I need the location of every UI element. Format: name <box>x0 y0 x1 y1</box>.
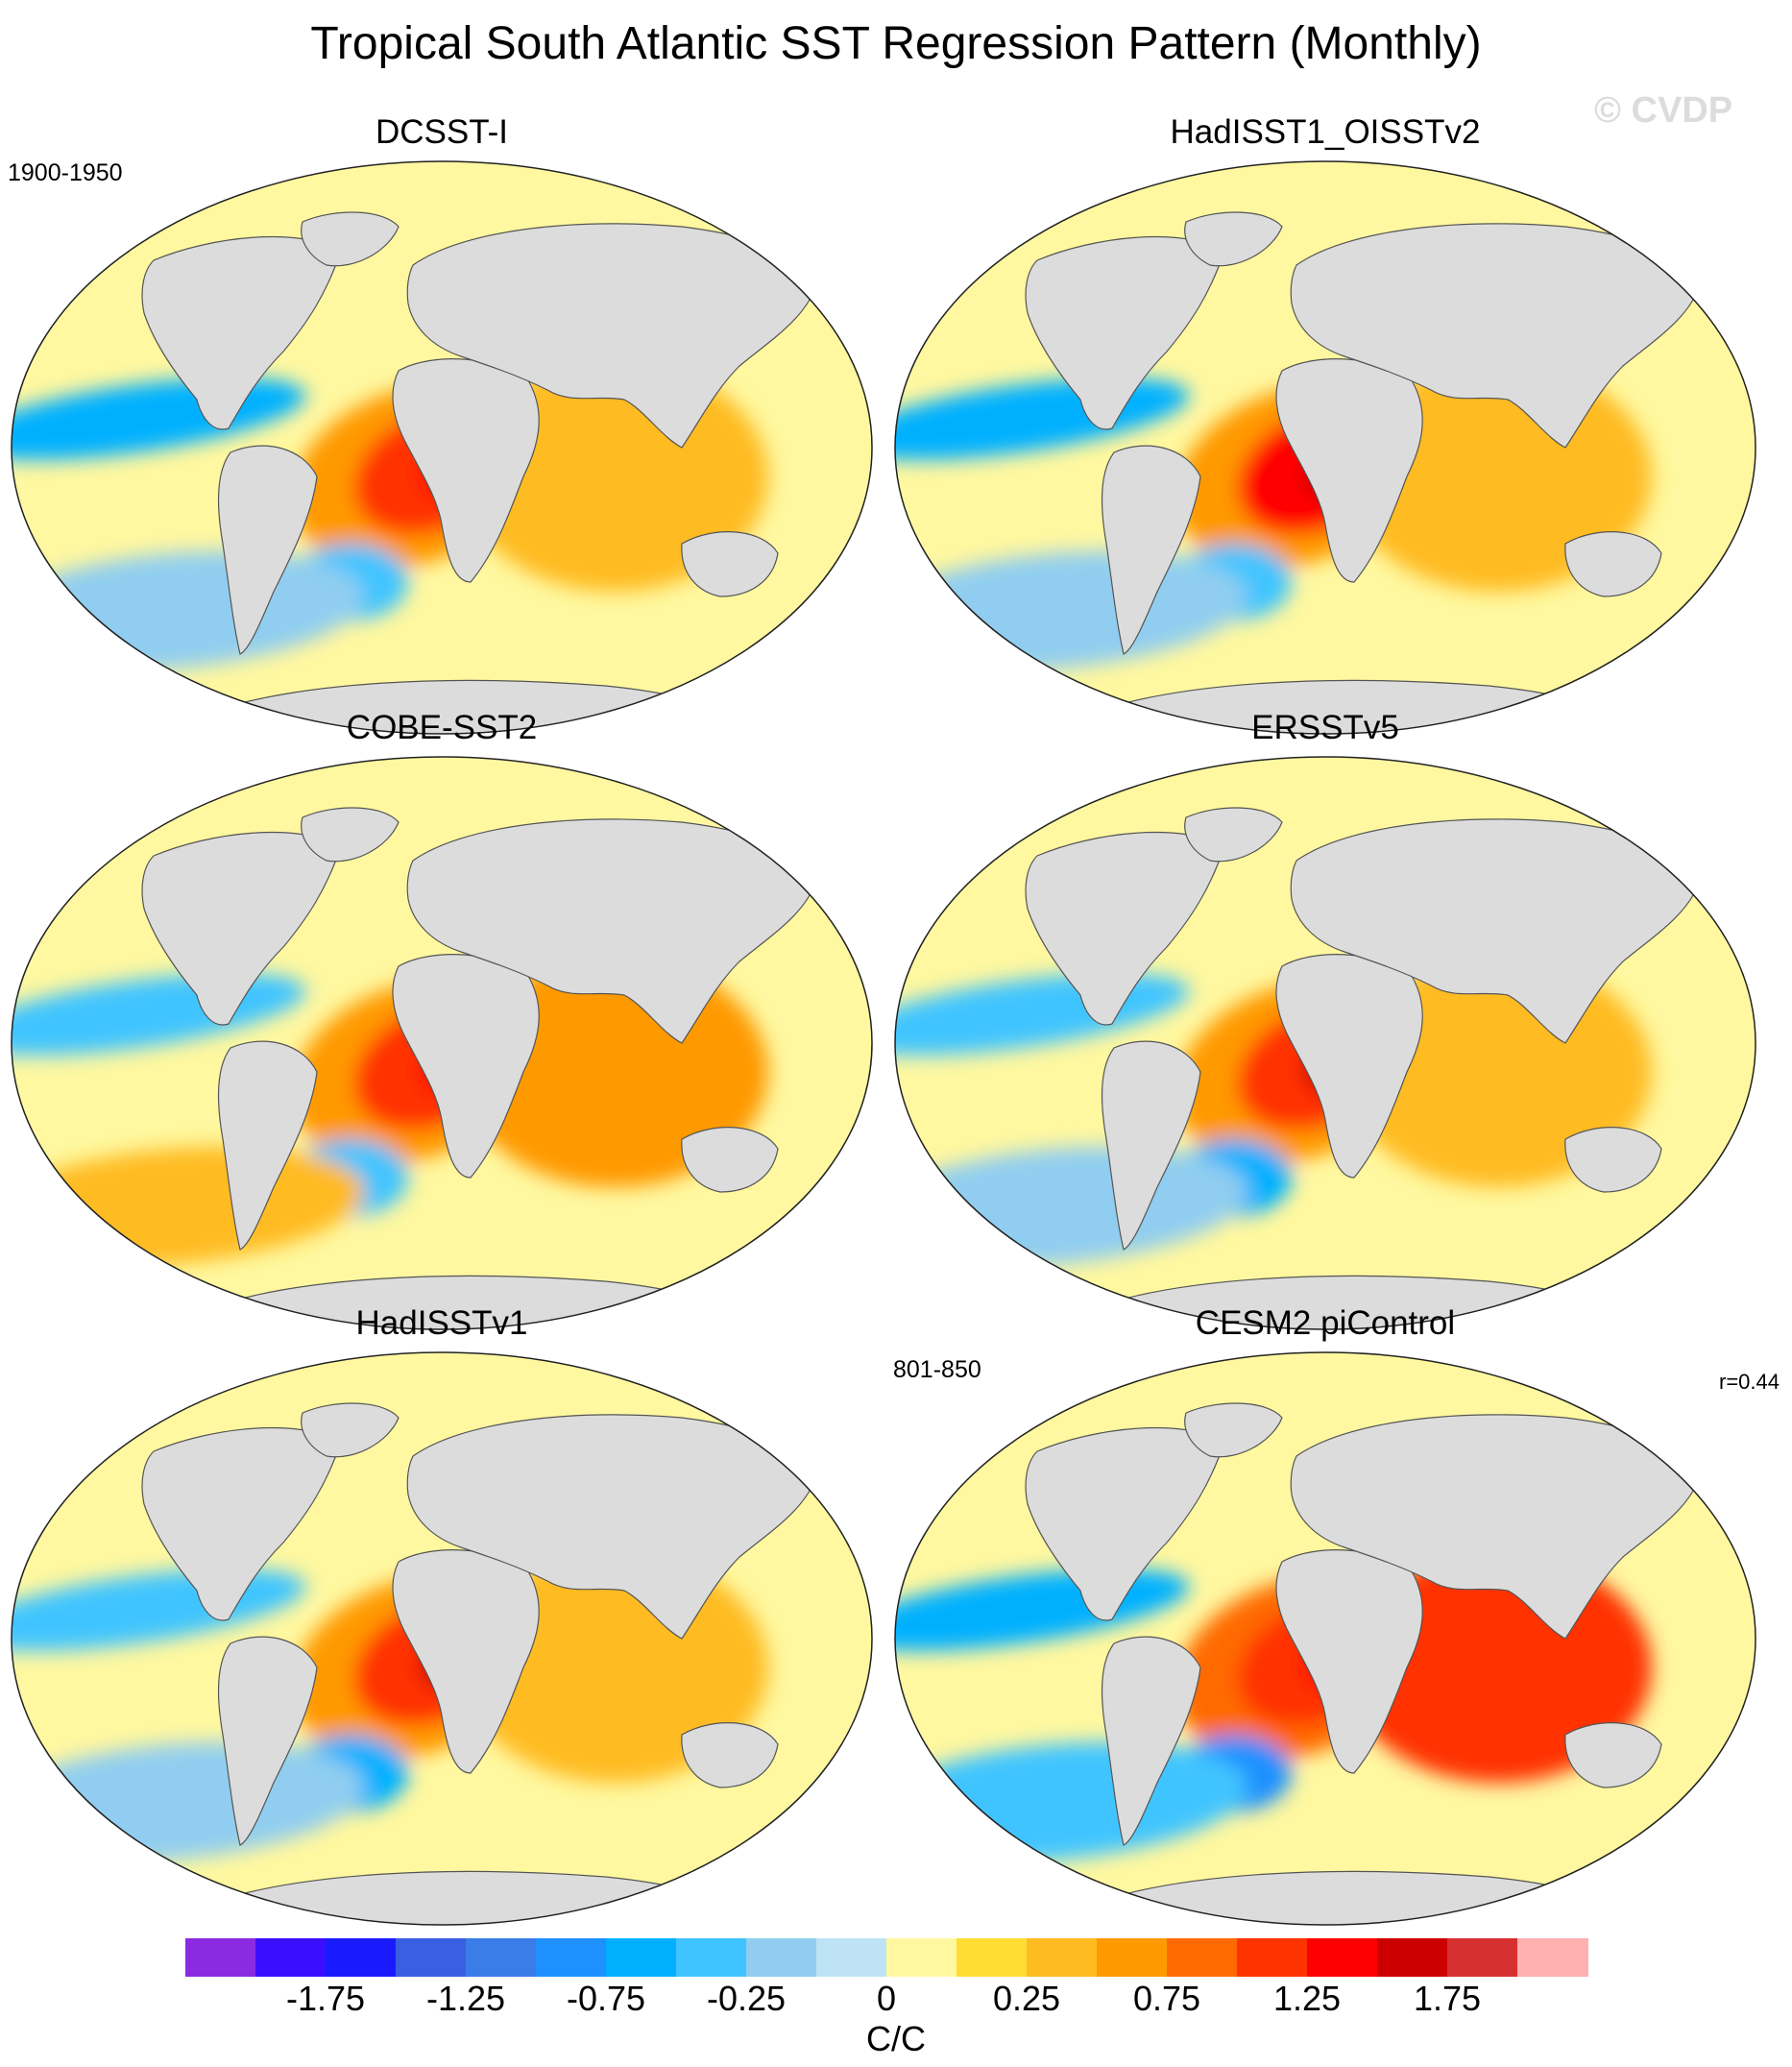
colorbar-tick-label: 1.25 <box>1272 1979 1342 2018</box>
colorbar-tick-label: 0.75 <box>1132 1979 1201 2018</box>
land-eurasia <box>406 1414 817 1640</box>
panel-title: DCSST-I <box>375 113 509 151</box>
land-greenland <box>301 1402 400 1458</box>
land-eurasia <box>406 223 817 449</box>
colorbar-cell <box>957 1938 1028 1977</box>
land-australia <box>681 1127 779 1193</box>
map-panel-2: HadISST1_OISSTv2 <box>893 113 1757 735</box>
colorbar-cell <box>676 1938 747 1977</box>
land-greenland <box>301 807 400 863</box>
globe-outline <box>11 160 873 735</box>
map-globe <box>894 160 1756 735</box>
colorbar-cell <box>1447 1938 1518 1977</box>
map-globe <box>894 1351 1756 1926</box>
land-greenland <box>1184 807 1283 863</box>
globe-outline <box>11 756 873 1330</box>
map-panel-3: COBE-SST2 <box>10 709 874 1330</box>
map-globe <box>11 160 873 735</box>
colorbar-cell <box>1517 1938 1588 1977</box>
land-australia <box>1564 1127 1662 1193</box>
colorbar-cell <box>536 1938 607 1977</box>
colorbar-cell <box>396 1938 467 1977</box>
colorbar-cell <box>746 1938 817 1977</box>
land-australia <box>1564 531 1662 597</box>
map-panel-5: HadISSTv1 <box>10 1304 874 1926</box>
colorbar-tick-label: -0.75 <box>566 1979 646 2018</box>
globe-outline <box>894 160 1756 735</box>
colorbar-cell <box>185 1938 256 1977</box>
colorbar-cell <box>255 1938 327 1977</box>
cvdp-watermark: © CVDP <box>1594 90 1733 131</box>
panel-title: CESM2 piControl <box>1195 1304 1456 1342</box>
land-greenland <box>301 211 400 267</box>
map-panel-6: CESM2 piControl <box>893 1304 1757 1926</box>
map-globe <box>11 756 873 1330</box>
colorbar-cell <box>1237 1938 1308 1977</box>
panel-title: HadISST1_OISSTv2 <box>1170 113 1481 151</box>
period-label: 801-850 <box>893 1356 981 1383</box>
globe-outline <box>11 1351 873 1926</box>
colorbar-cell <box>816 1938 887 1977</box>
land-eurasia <box>1290 223 1701 449</box>
globe-outline <box>894 756 1756 1330</box>
colorbar-cell <box>1377 1938 1448 1977</box>
panel-title: HadISSTv1 <box>355 1304 528 1342</box>
map-panel-4: ERSSTv5 <box>893 709 1757 1330</box>
land-eurasia <box>1290 818 1701 1044</box>
period-label: 1900-1950 <box>8 159 123 186</box>
land-south-america <box>1101 1040 1201 1251</box>
panel-title: ERSSTv5 <box>1251 709 1399 746</box>
colorbar-cell <box>1097 1938 1168 1977</box>
colorbar-tick-label: 0 <box>876 1979 897 2018</box>
colorbar-tick-label: -1.25 <box>425 1979 506 2018</box>
land-eurasia <box>406 818 817 1044</box>
colorbar-units: C/C <box>866 2019 926 2058</box>
land-australia <box>681 531 779 597</box>
colorbar-cell <box>1027 1938 1098 1977</box>
land-eurasia <box>1290 1414 1701 1640</box>
correlation-label: r=0.44 <box>1719 1370 1780 1394</box>
map-globe <box>11 1351 873 1926</box>
colorbar <box>185 1938 1588 1977</box>
colorbar-tick-label: -0.25 <box>706 1979 787 2018</box>
colorbar-cell <box>466 1938 537 1977</box>
map-globe <box>894 756 1756 1330</box>
colorbar-tick-label: -1.75 <box>285 1979 366 2018</box>
land-greenland <box>1184 211 1283 267</box>
land-south-america <box>1101 445 1201 655</box>
land-australia <box>1564 1722 1662 1788</box>
colorbar-tick-label: 0.25 <box>992 1979 1061 2018</box>
colorbar-tick-label: 1.75 <box>1413 1979 1482 2018</box>
colorbar-cell <box>1307 1938 1378 1977</box>
colorbar-cell <box>1167 1938 1238 1977</box>
land-south-america <box>217 1040 318 1251</box>
land-australia <box>681 1722 779 1788</box>
land-greenland <box>1184 1402 1283 1458</box>
land-south-america <box>217 1636 318 1846</box>
globe-outline <box>894 1351 1756 1926</box>
colorbar-cell <box>326 1938 397 1977</box>
land-south-america <box>1101 1636 1201 1846</box>
land-south-america <box>217 445 318 655</box>
map-panel-1: DCSST-I <box>10 113 874 735</box>
colorbar-cell <box>886 1938 957 1977</box>
colorbar-cell <box>606 1938 677 1977</box>
figure-title: Tropical South Atlantic SST Regression P… <box>310 18 1482 69</box>
panel-title: COBE-SST2 <box>346 709 538 746</box>
